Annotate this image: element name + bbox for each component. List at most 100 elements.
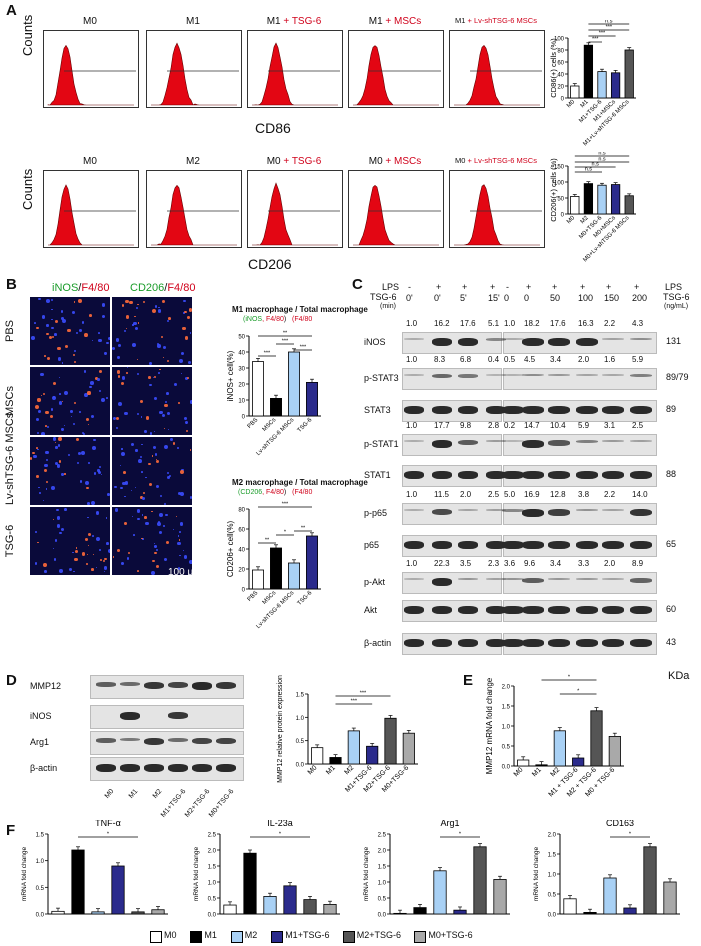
- stained-cell: [123, 471, 126, 474]
- stained-cell: [85, 538, 88, 541]
- quant-value: 4.3: [632, 319, 643, 328]
- protein-band: [576, 639, 598, 647]
- histogram-title-treatment: + TSG-6: [281, 16, 322, 27]
- legend-label: M1: [204, 930, 217, 940]
- nucleus: [108, 549, 110, 553]
- nucleus: [188, 361, 191, 364]
- protein-name: p65: [364, 540, 400, 550]
- quant-value: 16.3: [578, 319, 594, 328]
- nucleus: [121, 452, 125, 456]
- nucleus: [132, 324, 133, 325]
- y-tick-label: 0.5: [296, 739, 305, 745]
- nucleus: [137, 413, 139, 415]
- y-tick-label: 50: [238, 335, 245, 341]
- panel-label-f: F: [6, 822, 15, 839]
- significance-mark: n.s: [605, 20, 613, 25]
- nucleus: [40, 373, 44, 377]
- nucleus: [165, 401, 167, 403]
- nucleus: [189, 560, 192, 564]
- significance-mark: *: [568, 675, 571, 681]
- nucleus: [149, 384, 152, 387]
- y-tick-label: 1.5: [378, 865, 387, 871]
- protein-band: [432, 471, 452, 479]
- nucleus: [94, 472, 97, 475]
- y-tick-label: 1.0: [208, 881, 217, 887]
- dose: 0: [504, 293, 509, 303]
- nucleus: [177, 447, 179, 449]
- stained-cell: [187, 316, 190, 319]
- kda-value: 89/79: [666, 372, 689, 382]
- stained-cell: [121, 382, 124, 385]
- stained-cell: [143, 492, 145, 494]
- quant-value: 3.4: [550, 559, 561, 568]
- stained-cell: [58, 437, 61, 440]
- micrograph: [112, 297, 192, 365]
- quant-value: 17.6: [550, 319, 566, 328]
- legend-swatch: [414, 931, 426, 943]
- protein-band: [120, 764, 140, 772]
- stained-cell: [99, 370, 102, 373]
- blot-strip-left: [402, 503, 502, 525]
- micrograph: [112, 367, 192, 435]
- kda-value: 89: [666, 404, 676, 414]
- stained-cell: [88, 424, 89, 425]
- x-tick-label: TSG-6: [297, 417, 314, 434]
- y-tick-label: 0.5: [502, 745, 511, 751]
- nucleus: [59, 393, 61, 395]
- histogram-title-base: M1: [186, 16, 200, 27]
- stained-cell: [126, 372, 128, 374]
- nucleus: [142, 497, 145, 500]
- stained-cell: [86, 418, 89, 421]
- stained-cell: [152, 560, 155, 563]
- histogram-title-treatment: + MSCs: [383, 156, 422, 167]
- nucleus: [79, 329, 82, 332]
- nucleus: [184, 417, 187, 420]
- dose: 100: [578, 293, 593, 303]
- flow-histogram: [43, 170, 139, 248]
- x-tick-label: M0: [566, 215, 577, 226]
- protein-band: [548, 338, 570, 346]
- nucleus: [92, 446, 96, 450]
- bar: [624, 908, 636, 914]
- nucleus: [73, 571, 75, 573]
- stained-cell: [32, 452, 35, 455]
- nucleus: [59, 377, 61, 379]
- nucleus: [141, 416, 142, 417]
- protein-band: [576, 578, 598, 580]
- quant-value: 0.2: [504, 421, 515, 430]
- y-tick-label: 1.5: [548, 853, 557, 859]
- x-tick-label: M1: [580, 99, 591, 110]
- significance-mark: *: [459, 832, 462, 838]
- bar: [403, 733, 414, 764]
- nucleus: [167, 472, 169, 474]
- nucleus: [149, 362, 152, 365]
- nucleus: [184, 555, 188, 559]
- stained-cell: [144, 516, 147, 519]
- protein-name: Akt: [364, 605, 400, 615]
- nucleus: [59, 569, 63, 573]
- protein-band: [602, 606, 624, 614]
- bar: [584, 184, 592, 214]
- protein-band: [522, 509, 544, 517]
- stained-cell: [36, 327, 39, 330]
- bar: [311, 748, 322, 764]
- quant-value: 9.8: [460, 421, 471, 430]
- stained-cell: [53, 519, 54, 520]
- protein-band: [458, 471, 478, 479]
- stained-cell: [164, 404, 168, 408]
- bar: [306, 382, 317, 416]
- nucleus: [179, 555, 180, 556]
- nucleus: [117, 356, 120, 359]
- nucleus: [37, 432, 39, 434]
- y-tick-label: 2.5: [208, 833, 217, 839]
- protein-band: [120, 738, 140, 741]
- chart-title: CD163: [606, 820, 634, 828]
- quant-value: 14.7: [524, 421, 540, 430]
- stained-cell: [116, 417, 119, 420]
- nucleus: [163, 346, 166, 349]
- significance-mark: n.s: [598, 157, 606, 163]
- protein-band: [576, 440, 598, 443]
- nucleus: [190, 332, 192, 334]
- stained-cell: [59, 460, 61, 462]
- nucleus: [53, 548, 54, 549]
